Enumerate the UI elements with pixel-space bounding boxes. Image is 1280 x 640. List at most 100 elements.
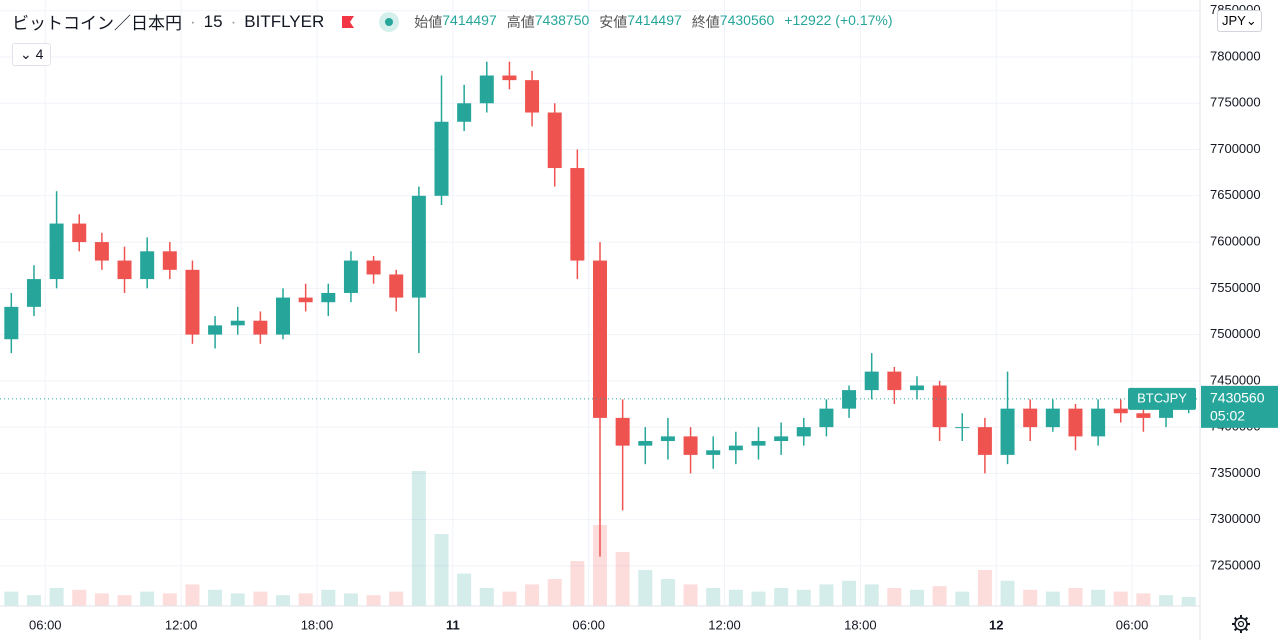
indicator-toggle[interactable]: ⌄ 4 — [12, 43, 52, 66]
candle-body — [94, 242, 109, 261]
volume-bar — [4, 591, 19, 606]
candle-body — [570, 168, 585, 261]
volume-bar — [162, 593, 177, 606]
time-axis-bg — [0, 606, 1280, 640]
gear-hole — [1237, 620, 1245, 628]
candle-body — [638, 441, 653, 446]
volume-bar — [49, 588, 64, 606]
volume-bar — [366, 595, 381, 606]
volume-bar — [230, 593, 245, 606]
candle-body — [932, 385, 947, 428]
volume-bar — [1159, 595, 1174, 606]
price-tag-label: 7430560 — [1210, 390, 1265, 406]
ohlc: 始値 7414497 高値 7438750 安値 7414497 終値 7430560 … — [414, 12, 892, 32]
candle-body — [1068, 408, 1083, 437]
volume-bar — [774, 588, 789, 606]
volume-bar — [276, 595, 291, 606]
volume-bar — [140, 591, 155, 606]
x-tick-label: 06:00 — [29, 617, 62, 632]
y-tick-label: 7750000 — [1210, 95, 1261, 110]
volume-bar — [343, 593, 358, 606]
candle-body — [751, 441, 766, 446]
candle-body — [321, 292, 336, 303]
y-tick-label: 7700000 — [1210, 141, 1261, 156]
ohlc-value: 7414497 — [627, 11, 682, 28]
candle-body — [4, 306, 19, 340]
candle-body — [842, 390, 857, 409]
exchange: BITFLYER — [244, 11, 325, 31]
settings-icon[interactable] — [1232, 615, 1250, 633]
candle-body — [1136, 413, 1151, 418]
ohlc-label: 高値 — [506, 13, 535, 30]
candle-body — [185, 269, 200, 335]
x-tick-label: 06:00 — [1116, 617, 1149, 632]
ohlc-label: 始値 — [414, 13, 443, 30]
volume-bar — [1091, 589, 1106, 606]
candle-body — [615, 417, 630, 446]
currency-button[interactable]: JPY⌄ — [1217, 10, 1262, 32]
volume-bar — [796, 589, 811, 606]
y-tick-label: 7450000 — [1210, 372, 1261, 387]
ohlc-value: 7438750 — [534, 11, 590, 28]
volume-bar — [72, 589, 87, 606]
candle-body — [366, 260, 381, 275]
status-icon — [379, 11, 400, 32]
y-tick-label: 7350000 — [1210, 465, 1261, 480]
volume-bar — [615, 552, 630, 606]
volume-bar — [525, 584, 540, 606]
y-tick-label: 7600000 — [1210, 234, 1261, 249]
gear-tooth — [1244, 627, 1249, 632]
candle-body — [887, 371, 902, 391]
ohlc-label: 終値 — [691, 13, 720, 30]
candle-body — [728, 445, 743, 451]
candle-body — [162, 251, 177, 270]
candle-body — [1045, 408, 1060, 428]
candle-body — [819, 408, 834, 428]
candle-body — [525, 80, 540, 113]
volume-bar — [389, 591, 404, 606]
volume-bar — [842, 580, 857, 606]
sep: · — [190, 11, 196, 31]
y-tick-label: 7650000 — [1210, 187, 1261, 202]
volume-bar — [185, 584, 200, 606]
volume-bar — [457, 573, 472, 606]
gear-tooth — [1233, 616, 1238, 621]
x-tick-label: 12:00 — [165, 617, 198, 632]
volume-bar — [728, 589, 743, 606]
volume-bar — [955, 591, 970, 606]
candle-body — [977, 427, 992, 455]
y-tick-label: 7500000 — [1210, 326, 1261, 341]
x-tick-label: 12:00 — [708, 617, 741, 632]
flag-icon[interactable] — [340, 14, 356, 30]
y-tick-label: 7800000 — [1210, 48, 1261, 63]
countdown-label: 05:02 — [1210, 408, 1245, 424]
indicator-count: 4 — [35, 46, 44, 62]
volume-bar — [887, 588, 902, 606]
symbol: ビットコイン／日本円 — [12, 14, 182, 33]
price-tag — [1201, 385, 1278, 428]
volume-bar — [819, 584, 834, 606]
volume-bar — [1136, 593, 1151, 606]
volume-bar — [94, 593, 109, 606]
candle-body — [457, 103, 472, 122]
volume-bar — [1045, 591, 1060, 606]
volume-bar — [434, 534, 449, 606]
volume-bar — [660, 579, 675, 606]
volume-bar — [547, 579, 562, 606]
volume-bar — [502, 591, 517, 606]
volume-bar — [570, 561, 585, 606]
candle-body — [593, 260, 607, 418]
candle-body — [1091, 408, 1106, 437]
volume-bar — [1023, 589, 1038, 606]
candle-body — [955, 427, 970, 429]
volume-bar — [706, 588, 721, 606]
candle-body — [230, 320, 245, 326]
x-tick-label: 12 — [989, 617, 1003, 632]
volume-bar — [932, 586, 947, 606]
candle-body — [660, 436, 675, 442]
volume-bar — [751, 591, 766, 606]
candle-body — [276, 297, 291, 335]
volume-bar — [298, 593, 313, 606]
ohlc-value: 7430560 — [719, 11, 775, 28]
